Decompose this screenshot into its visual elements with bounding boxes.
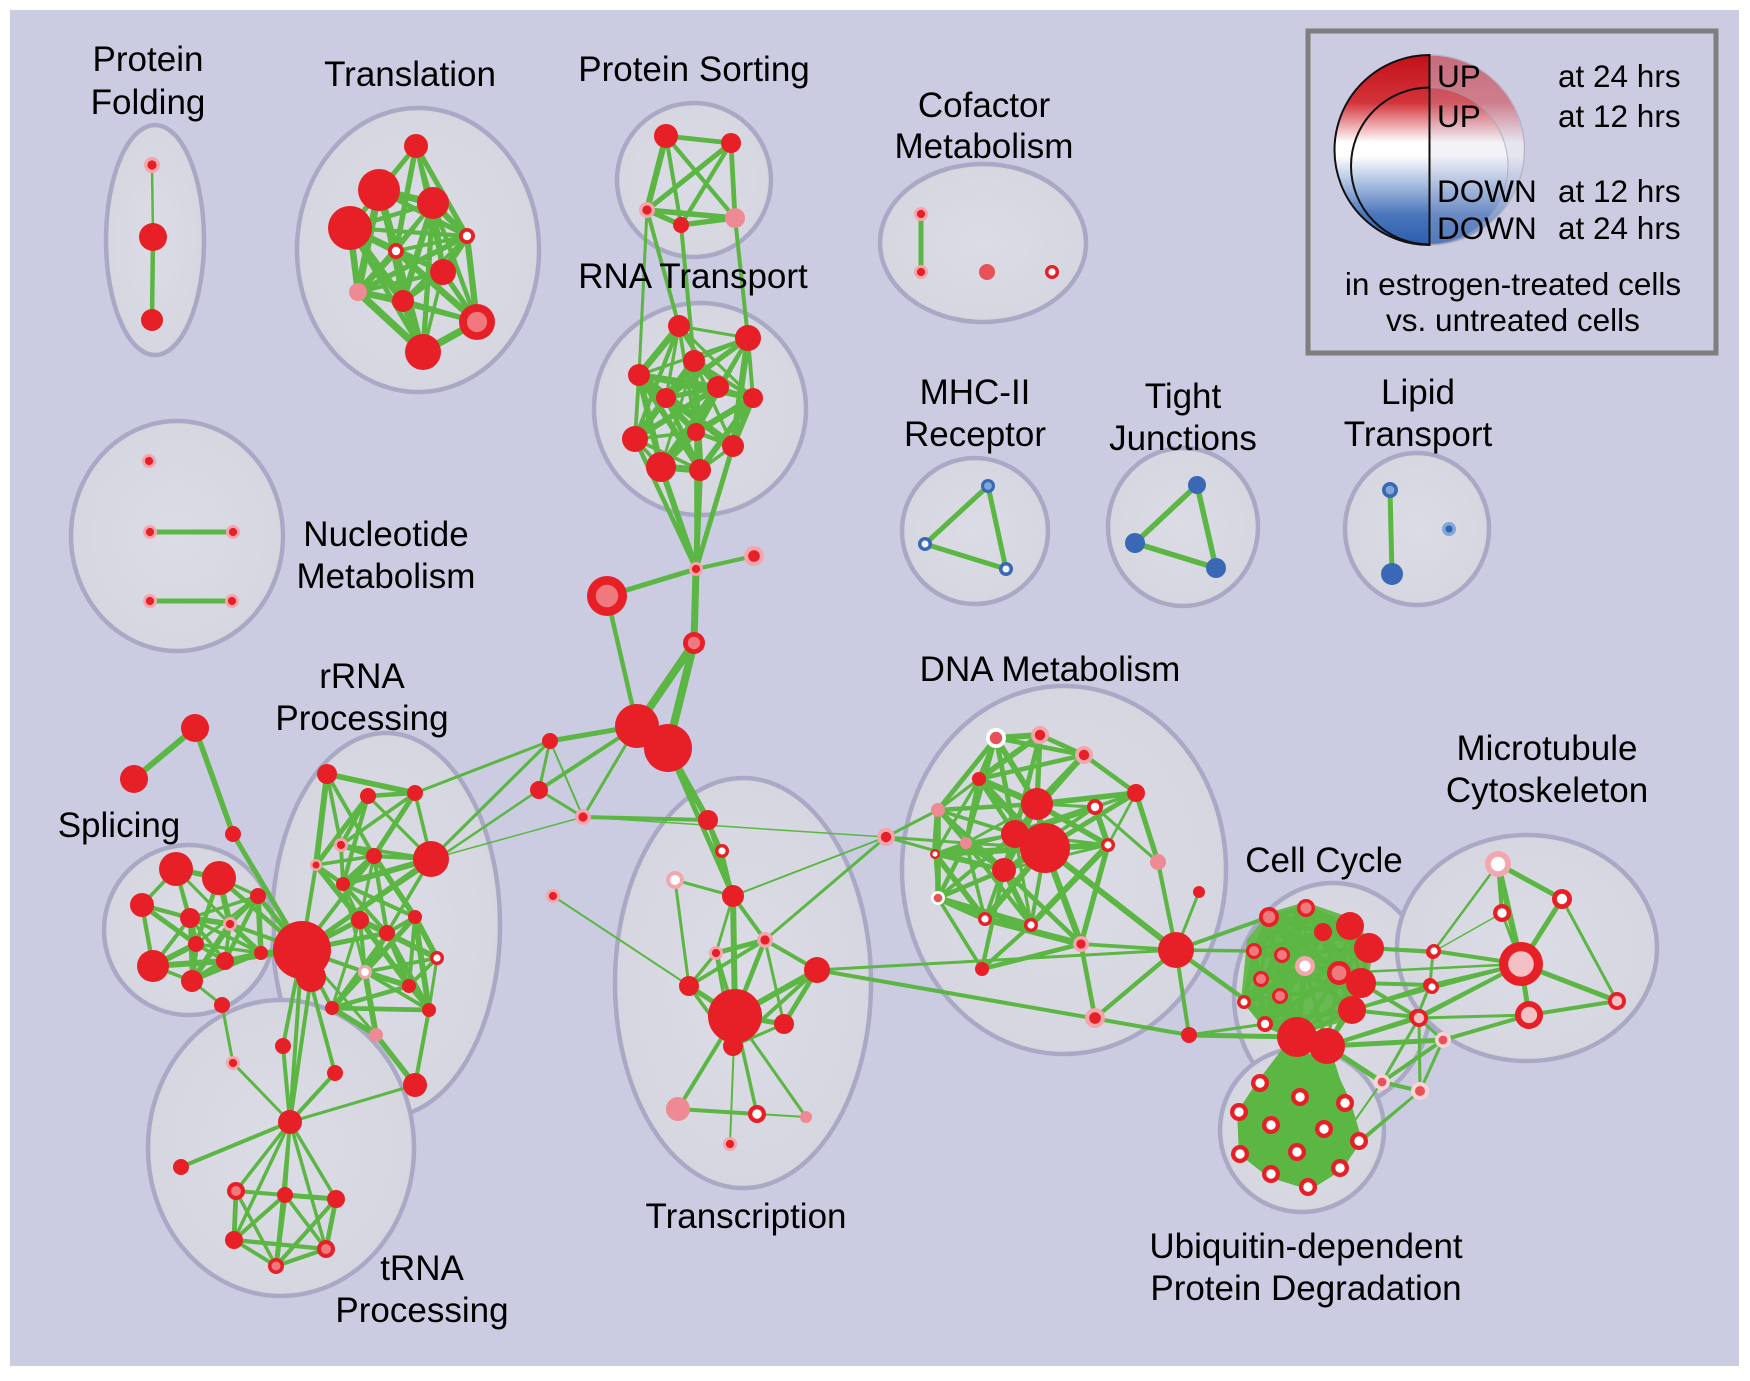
svg-text:Cytoskeleton: Cytoskeleton [1446,771,1648,810]
svg-text:Metabolism: Metabolism [895,127,1074,166]
svg-text:Junctions: Junctions [1109,419,1257,458]
svg-text:Nucleotide: Nucleotide [303,515,468,554]
svg-text:Cell Cycle: Cell Cycle [1245,841,1403,880]
svg-text:Processing: Processing [335,1291,508,1330]
svg-text:Receptor: Receptor [904,415,1046,454]
svg-text:DOWN: DOWN [1437,173,1537,209]
svg-text:Folding: Folding [91,83,206,122]
svg-text:Lipid: Lipid [1381,373,1455,412]
svg-text:Transport: Transport [1344,415,1493,454]
svg-text:Cofactor: Cofactor [918,86,1051,125]
svg-text:Protein Degradation: Protein Degradation [1150,1269,1461,1308]
svg-text:Transcription: Transcription [646,1197,847,1236]
svg-text:Translation: Translation [324,55,496,94]
svg-text:Splicing: Splicing [58,806,181,845]
svg-text:Protein: Protein [93,40,204,79]
svg-text:MHC-II: MHC-II [920,373,1031,412]
svg-text:at 24 hrs: at 24 hrs [1558,210,1681,246]
svg-text:at 12 hrs: at 12 hrs [1558,98,1681,134]
svg-text:UP: UP [1437,98,1481,134]
svg-text:DOWN: DOWN [1437,210,1537,246]
svg-text:Ubiquitin-dependent: Ubiquitin-dependent [1149,1227,1463,1266]
svg-text:Metabolism: Metabolism [297,557,476,596]
svg-text:Microtubule: Microtubule [1457,729,1638,768]
svg-text:Processing: Processing [275,699,448,738]
svg-text:Tight: Tight [1145,377,1222,416]
svg-text:vs. untreated cells: vs. untreated cells [1386,302,1640,338]
svg-text:Protein Sorting: Protein Sorting [578,50,810,89]
svg-text:at 24 hrs: at 24 hrs [1558,58,1681,94]
svg-text:UP: UP [1437,58,1481,94]
svg-text:at 12 hrs: at 12 hrs [1558,173,1681,209]
svg-text:in estrogen-treated cells: in estrogen-treated cells [1345,266,1681,302]
svg-text:RNA Transport: RNA Transport [578,257,808,296]
svg-text:tRNA: tRNA [380,1249,464,1288]
svg-text:DNA Metabolism: DNA Metabolism [920,650,1181,689]
svg-text:rRNA: rRNA [319,657,405,696]
